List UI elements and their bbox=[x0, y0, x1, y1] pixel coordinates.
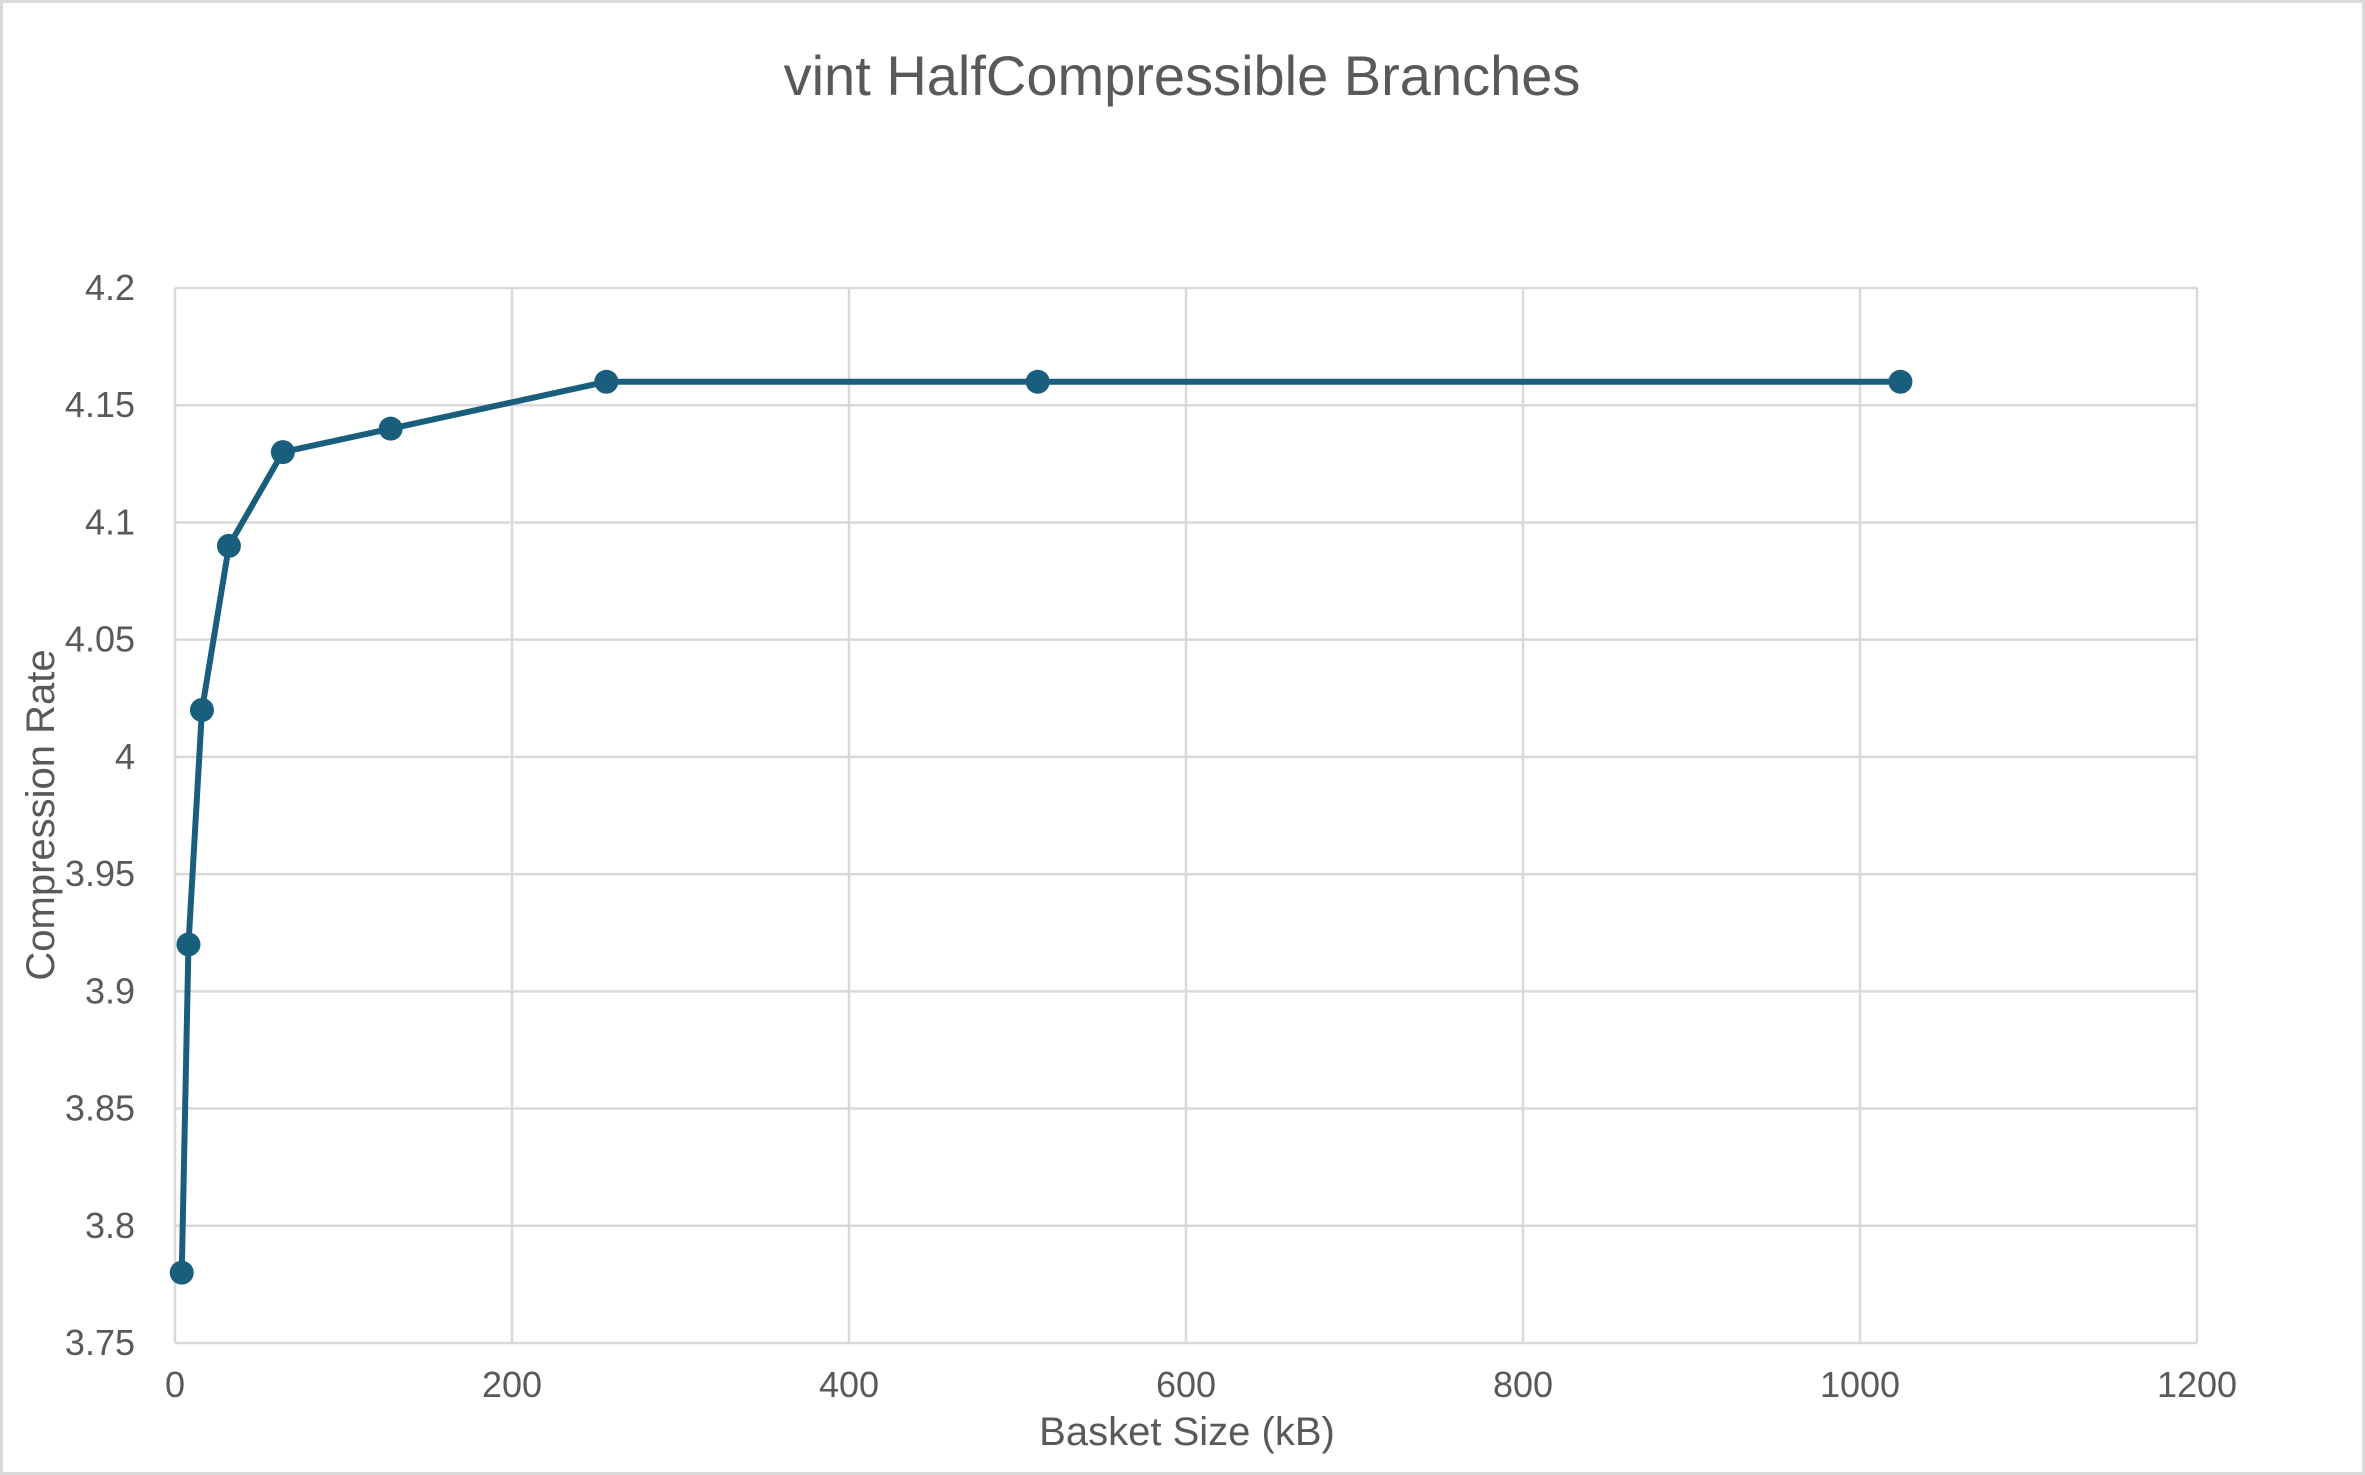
data-point bbox=[189, 698, 214, 722]
y-tick-label: 4.1 bbox=[85, 501, 135, 542]
x-tick-label: 600 bbox=[1156, 1364, 1216, 1405]
data-point bbox=[594, 369, 619, 394]
series-layer bbox=[169, 369, 1913, 1285]
x-tick-label: 0 bbox=[165, 1364, 185, 1405]
tick-labels: 3.75 3.8 3.85 3.9 3.95 4 4.05 4.1 4.15 4.2 0 200 400… bbox=[65, 267, 2237, 1405]
y-tick-label: 4.2 bbox=[85, 267, 135, 308]
y-tick-label: 3.9 bbox=[85, 970, 135, 1011]
y-tick-label: 3.95 bbox=[65, 853, 135, 894]
x-tick-label: 1200 bbox=[2157, 1364, 2237, 1405]
y-tick-label: 3.8 bbox=[85, 1205, 135, 1246]
data-point bbox=[270, 440, 295, 465]
x-tick-label: 800 bbox=[1493, 1364, 1553, 1405]
data-point bbox=[216, 533, 241, 558]
x-tick-label: 200 bbox=[482, 1364, 542, 1405]
y-tick-label: 3.75 bbox=[65, 1322, 135, 1363]
y-tick-label: 4 bbox=[115, 736, 135, 777]
x-tick-label: 1000 bbox=[1820, 1364, 1900, 1405]
data-point bbox=[176, 932, 201, 957]
chart-title: vint HalfCompressible Branches bbox=[784, 44, 1581, 107]
data-point bbox=[378, 416, 403, 441]
x-axis-title: Basket Size (kB) bbox=[1039, 1410, 1335, 1454]
y-tick-label: 4.15 bbox=[65, 384, 135, 425]
y-tick-label: 4.05 bbox=[65, 619, 135, 660]
gridlines bbox=[173, 286, 2199, 1345]
data-point bbox=[1888, 369, 1913, 394]
data-point bbox=[169, 1260, 194, 1285]
data-point bbox=[1025, 369, 1050, 394]
y-axis-title: Compression Rate bbox=[19, 649, 63, 980]
x-tick-label: 400 bbox=[819, 1364, 879, 1405]
y-tick-label: 3.85 bbox=[65, 1088, 135, 1129]
